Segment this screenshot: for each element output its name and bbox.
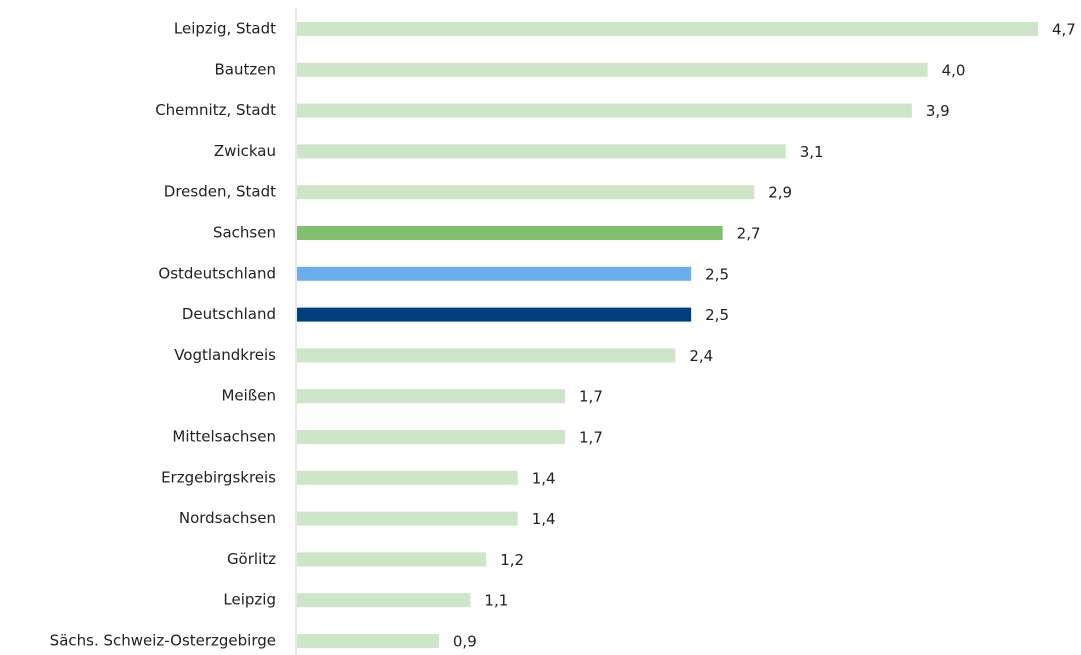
value-label: 1,4 xyxy=(532,510,556,528)
category-label: Nordsachsen xyxy=(179,509,276,527)
value-label: 2,4 xyxy=(689,347,713,365)
category-label: Bautzen xyxy=(215,60,276,78)
category-label: Görlitz xyxy=(227,550,276,568)
bar xyxy=(297,634,439,648)
category-label: Mittelsachsen xyxy=(172,428,276,446)
value-label: 1,2 xyxy=(500,551,524,569)
value-label: 2,5 xyxy=(705,265,729,283)
value-label: 1,7 xyxy=(579,388,603,406)
bar xyxy=(297,144,786,159)
value-label: 2,9 xyxy=(768,184,792,202)
value-label: 0,9 xyxy=(453,633,477,651)
bar xyxy=(297,430,566,444)
bar xyxy=(297,470,518,485)
category-label: Chemnitz, Stadt xyxy=(155,101,276,119)
bar xyxy=(297,226,723,240)
bar xyxy=(297,103,912,118)
category-label: Vogtlandkreis xyxy=(174,346,276,364)
value-label: 4,0 xyxy=(942,61,966,79)
category-label: Zwickau xyxy=(214,142,276,160)
value-label: 1,4 xyxy=(532,469,556,487)
value-label: 1,7 xyxy=(579,429,603,447)
bar xyxy=(297,307,692,322)
category-label: Dresden, Stadt xyxy=(164,183,276,201)
category-label: Leipzig xyxy=(223,591,276,609)
value-label: 3,1 xyxy=(800,143,824,161)
bar xyxy=(297,22,1038,36)
bar xyxy=(297,593,471,608)
bar xyxy=(297,552,487,567)
value-label: 3,9 xyxy=(926,102,950,120)
category-label: Sächs. Schweiz-Osterzgebirge xyxy=(50,632,276,650)
bar xyxy=(297,511,518,526)
category-label: Meißen xyxy=(221,387,276,405)
category-label: Leipzig, Stadt xyxy=(174,20,276,38)
value-label: 2,5 xyxy=(705,306,729,324)
bar xyxy=(297,266,692,281)
value-label: 1,1 xyxy=(484,592,508,610)
value-label: 2,7 xyxy=(737,225,761,243)
value-label: 4,7 xyxy=(1052,21,1076,39)
category-label: Deutschland xyxy=(182,305,276,323)
category-label: Sachsen xyxy=(213,224,276,242)
category-label: Erzgebirgskreis xyxy=(161,468,276,486)
bar xyxy=(297,185,755,200)
bar xyxy=(297,348,676,363)
bar xyxy=(297,62,928,77)
category-label: Ostdeutschland xyxy=(158,264,276,282)
bar xyxy=(297,389,566,404)
